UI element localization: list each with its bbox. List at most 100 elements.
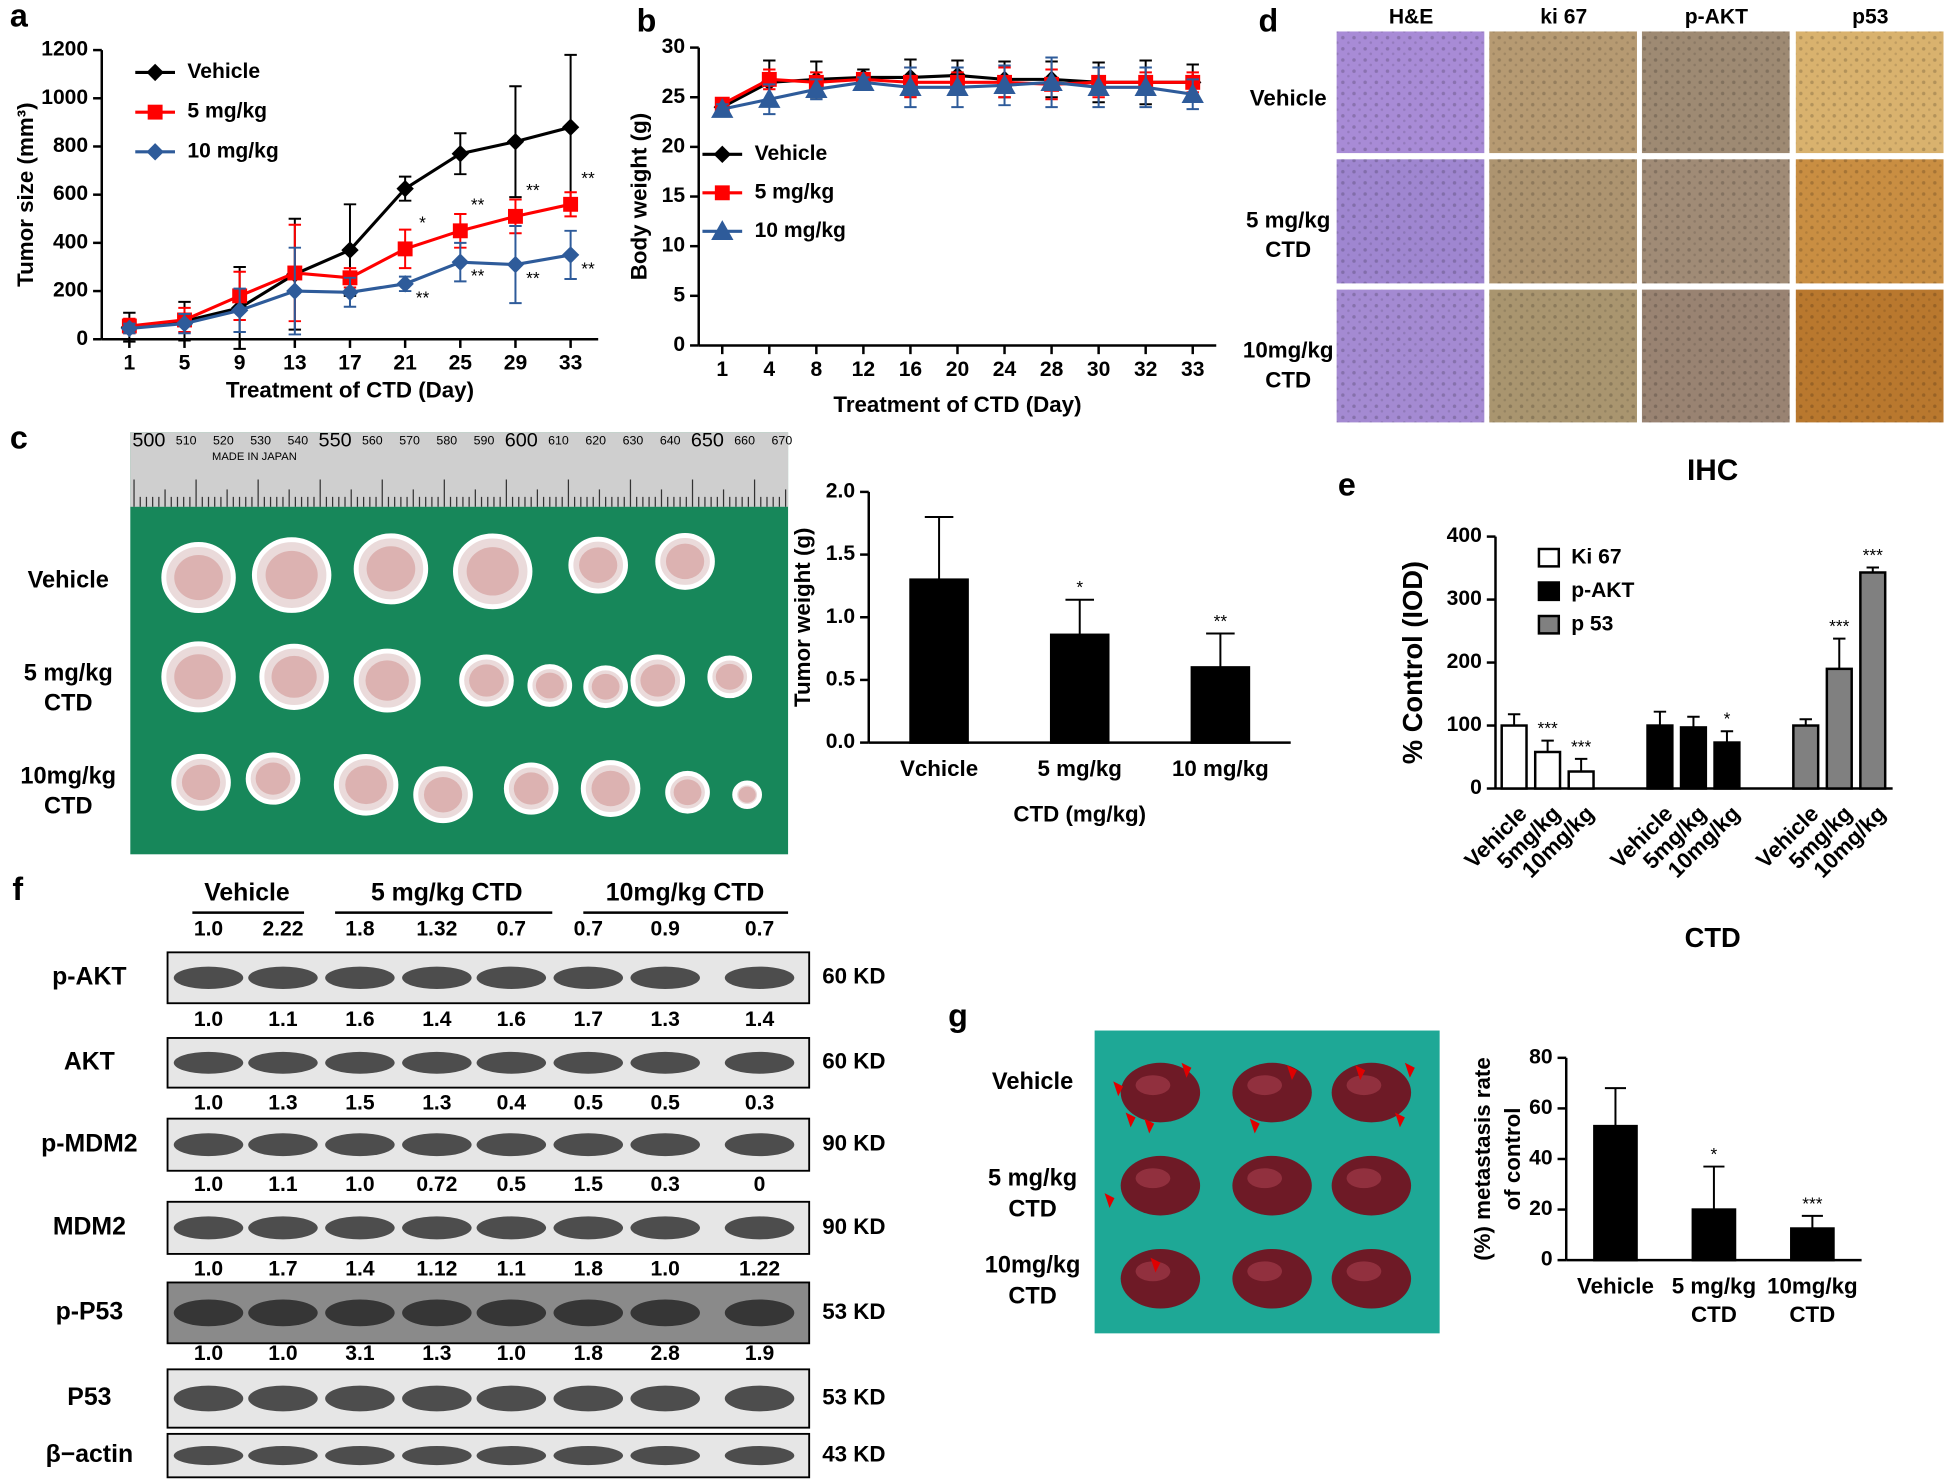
y-tick-label: 5: [673, 283, 685, 306]
y-tick-label: 80: [1529, 1045, 1552, 1068]
band-ratio: 1.3: [422, 1342, 451, 1365]
band-ratio: 1.3: [422, 1091, 451, 1114]
tumor-core: [271, 655, 317, 698]
group-header: 10mg/kg CTD: [606, 880, 765, 907]
x-tick-label: 5 mg/kg: [1038, 756, 1122, 781]
error-bar: [1799, 718, 1812, 726]
ihc-texture: [1489, 289, 1637, 423]
marker: [711, 97, 734, 118]
error-bar: [1801, 1214, 1823, 1229]
bar: [1593, 1124, 1638, 1262]
ruler-number: 640: [660, 433, 681, 447]
y-tick-label: 0: [76, 327, 88, 350]
row-label: CTD: [1265, 367, 1311, 392]
marker: [852, 71, 875, 92]
band-ratio: 0.9: [651, 918, 680, 941]
error-bar: [1574, 757, 1588, 772]
ruler-number: 650: [691, 429, 724, 451]
ihc-texture: [1336, 289, 1485, 423]
lung-shine: [1346, 1075, 1382, 1096]
legend-label: 5 mg/kg: [187, 100, 267, 123]
size-label: 90 KD: [822, 1214, 885, 1239]
band-ratio: 1.5: [574, 1173, 604, 1196]
y-tick-label: 1.5: [826, 542, 856, 565]
arrowhead: [1249, 1118, 1260, 1134]
tumor-core: [673, 779, 702, 806]
size-label: 60 KD: [822, 964, 885, 989]
ihc-texture: [1336, 31, 1485, 154]
marker: [147, 104, 163, 120]
bar: [1691, 1208, 1737, 1262]
ruler-number: 510: [176, 433, 197, 447]
protein-label: p-MDM2: [41, 1130, 137, 1157]
row-label: Vehicle: [992, 1068, 1073, 1094]
band: [248, 1216, 318, 1240]
x-tick-label: Vehicle: [1577, 1273, 1654, 1298]
bar: [1859, 571, 1887, 790]
marker: [563, 196, 579, 212]
legend-label: 10 mg/kg: [755, 219, 846, 242]
band: [476, 1446, 547, 1466]
row-label: CTD: [44, 792, 92, 818]
band: [724, 1051, 795, 1074]
row-label: 10mg/kg: [985, 1252, 1081, 1278]
marker: [561, 246, 580, 264]
band-ratio: 1.32: [416, 918, 457, 941]
band: [325, 1299, 395, 1327]
significance: *: [1724, 709, 1731, 729]
ruler-number: 600: [505, 429, 538, 451]
band: [325, 1216, 395, 1240]
tumor-core: [513, 772, 549, 805]
band-ratio: 1.22: [739, 1258, 780, 1281]
band: [724, 1216, 795, 1240]
protein-label: P53: [67, 1384, 111, 1411]
ihc-texture: [1641, 159, 1790, 284]
band: [248, 1385, 318, 1412]
band: [173, 1133, 244, 1157]
tumor-core: [423, 776, 463, 813]
band-ratio: 1.0: [194, 1091, 223, 1114]
tumor-core: [181, 764, 221, 801]
y-tick-label: 1200: [41, 38, 88, 61]
band: [248, 1133, 318, 1157]
marker: [396, 179, 414, 198]
y-tick-label: 30: [662, 35, 685, 58]
y-tick-label: 20: [1529, 1197, 1552, 1220]
x-tick-label: Vchicle: [900, 756, 978, 781]
panel-label: d: [1258, 2, 1278, 38]
x-tick-label: 33: [1181, 358, 1204, 381]
protein-label: p-AKT: [52, 963, 126, 990]
band: [630, 1299, 700, 1327]
band: [724, 1385, 795, 1412]
protein-label: MDM2: [53, 1213, 126, 1240]
y-axis-title: of control: [1500, 1108, 1525, 1211]
band-ratio: 1.0: [345, 1173, 374, 1196]
marker: [397, 241, 413, 257]
bar: [1646, 724, 1674, 790]
band-ratio: 1.8: [574, 1342, 604, 1365]
band: [248, 1446, 318, 1466]
legend-label: Ki 67: [1571, 545, 1621, 568]
x-axis-title: Treatment of CTD (Day): [226, 377, 474, 402]
ruler-number: 660: [734, 433, 755, 447]
error-bar: [1206, 632, 1235, 668]
marker: [1134, 76, 1157, 97]
row-label: CTD: [44, 689, 92, 715]
band: [553, 966, 624, 989]
panel-label: b: [637, 2, 657, 38]
x-tick-label: 8: [810, 358, 822, 381]
arrowhead: [1113, 1081, 1124, 1097]
ruler-number: 530: [250, 433, 271, 447]
band: [553, 1385, 624, 1412]
band: [325, 1051, 395, 1074]
band: [402, 1133, 472, 1157]
bar: [1713, 741, 1741, 790]
y-tick-label: 0.0: [826, 730, 855, 753]
band: [325, 966, 395, 989]
x-tick-label: CTD: [1789, 1302, 1835, 1327]
ruler: [130, 432, 789, 507]
band-ratio: 1.5: [345, 1091, 375, 1114]
significance: **: [1214, 611, 1228, 631]
significance: *: [1076, 577, 1083, 597]
